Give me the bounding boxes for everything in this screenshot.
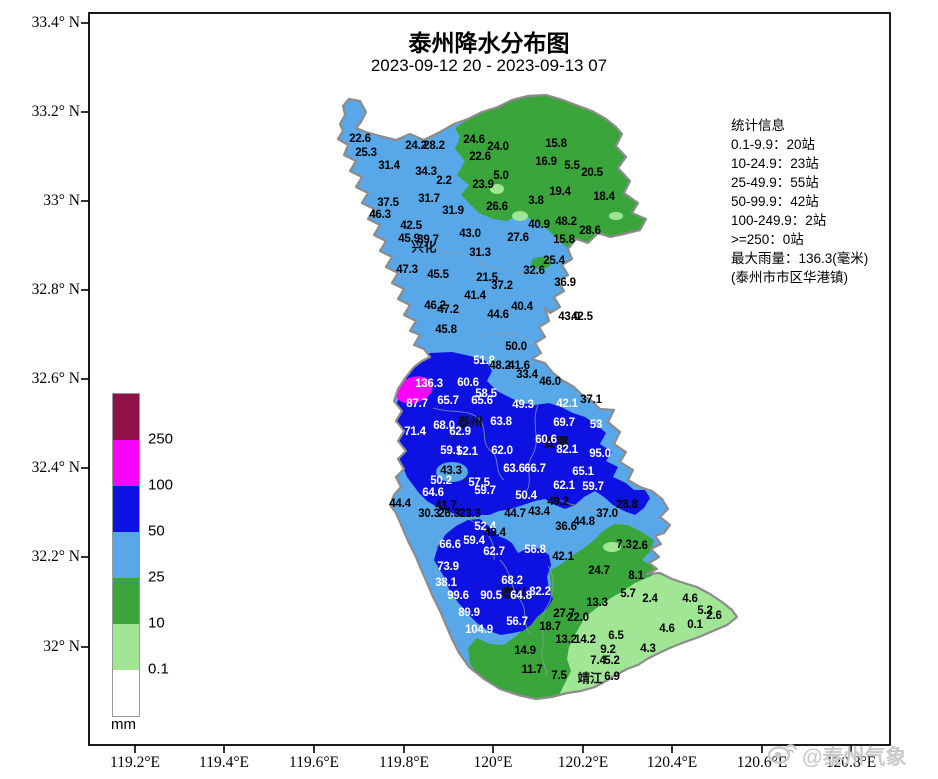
legend-color-swatch <box>113 440 139 486</box>
watermark-text: @泰州气象 <box>802 746 907 769</box>
stats-line: >=250：0站 <box>731 232 804 247</box>
spot-light-green <box>609 212 623 220</box>
legend-color-swatch <box>113 394 139 440</box>
legend-color-swatch <box>113 532 139 578</box>
legend-colorbar <box>112 393 140 717</box>
legend-unit: mm <box>111 716 136 733</box>
chart-subtitle: 2023-09-12 20 - 2023-09-13 07 <box>370 56 608 75</box>
stats-line: 统计信息 <box>731 118 785 133</box>
stats-box: 统计信息 0.1-9.9：20站 10-24.9：23站 25-49.9：55站 50-… <box>731 116 868 287</box>
region-100-250mm <box>395 376 433 404</box>
spot-light-green <box>512 211 528 221</box>
spot-light-blue <box>436 462 468 482</box>
spot-light-green <box>603 542 621 552</box>
stats-line: 10-24.9：23站 <box>731 156 819 171</box>
chart-title: 泰州降水分布图 <box>408 30 570 56</box>
region-10-25mm-north <box>455 95 655 248</box>
stats-line: 最大雨量：136.3(毫米) <box>731 251 869 266</box>
axis-ticks <box>81 22 852 753</box>
weibo-logo-icon <box>766 740 798 772</box>
map-outline <box>336 93 739 701</box>
stats-line: 50-99.9：42站 <box>731 194 819 209</box>
spot-light-green <box>490 184 504 194</box>
stats-line: 25-49.9：55站 <box>731 175 819 190</box>
legend-color-swatch <box>113 578 139 624</box>
legend-color-swatch <box>113 624 139 670</box>
legend-color-swatch <box>113 670 139 716</box>
stats-line: 0.1-9.9：20站 <box>731 137 816 152</box>
stats-line: 100-249.9：2站 <box>731 213 827 228</box>
watermark: @泰州气象 <box>766 740 906 772</box>
legend-color-swatch <box>113 486 139 532</box>
spot-green <box>531 257 551 269</box>
stats-line: (泰州市市区华港镇) <box>731 270 848 285</box>
region-0.1-10mm-southeast <box>559 571 737 699</box>
